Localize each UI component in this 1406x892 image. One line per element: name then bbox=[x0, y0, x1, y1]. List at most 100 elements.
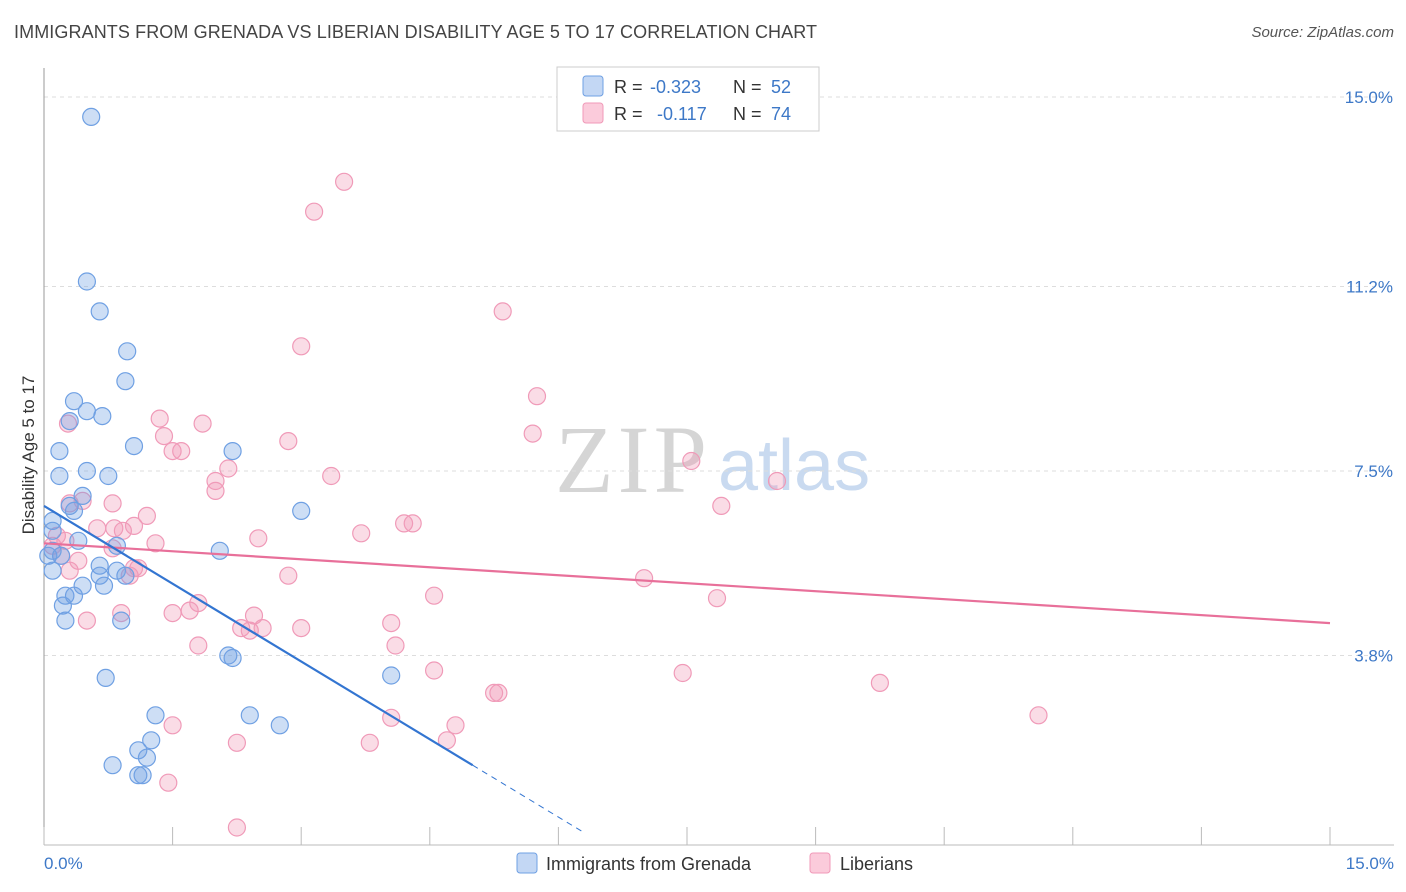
liberians-point-59 bbox=[425, 661, 444, 680]
grenada-point-10 bbox=[223, 442, 242, 461]
liberians-points bbox=[43, 172, 1048, 837]
grenada-point-3 bbox=[118, 342, 137, 361]
liberians-point-24 bbox=[403, 514, 422, 533]
legend-swatch-grenada bbox=[582, 75, 604, 97]
y-axis-label: Disability Age 5 to 17 bbox=[19, 376, 38, 535]
liberians-point-30 bbox=[352, 524, 371, 543]
grenada-point-26 bbox=[39, 546, 58, 565]
grenada-point-42 bbox=[96, 668, 115, 688]
liberians-point-6 bbox=[193, 414, 212, 433]
liberians-point-21 bbox=[712, 496, 731, 515]
liberians-point-66 bbox=[163, 716, 182, 735]
grenada-point-36 bbox=[53, 596, 73, 615]
liberians-point-67 bbox=[446, 716, 465, 735]
bottom-legend-swatch-grenada bbox=[516, 852, 538, 874]
liberians-point-70 bbox=[360, 733, 379, 752]
liberians-point-45 bbox=[707, 589, 727, 608]
liberians-point-34 bbox=[146, 534, 165, 553]
liberians-point-5 bbox=[150, 409, 169, 428]
grenada-point-0 bbox=[82, 107, 101, 127]
x-tick-label-max: 15.0% bbox=[1346, 854, 1394, 873]
liberians-point-52 bbox=[382, 613, 401, 633]
y-tick-label-3: 15.0% bbox=[1345, 88, 1393, 107]
liberians-point-8 bbox=[154, 427, 174, 446]
grenada-point-38 bbox=[112, 611, 131, 630]
series-legend: Immigrants from Grenada Liberians bbox=[516, 852, 913, 874]
grenada-trend-extension bbox=[472, 764, 585, 834]
legend-r-value-1: -0.323 bbox=[650, 77, 701, 97]
liberians-point-2 bbox=[493, 302, 512, 321]
liberians-point-60 bbox=[673, 663, 692, 683]
legend-n-label-1: N = bbox=[733, 77, 762, 97]
grenada-point-31 bbox=[116, 566, 135, 585]
legend-r-label-2: R = bbox=[614, 104, 643, 124]
grenada-point-25 bbox=[51, 546, 71, 565]
liberians-point-63 bbox=[489, 683, 508, 703]
liberians-point-72 bbox=[227, 818, 246, 837]
grenada-point-50 bbox=[129, 766, 148, 785]
legend-r-label-1: R = bbox=[614, 77, 643, 97]
x-tick-marks bbox=[43, 827, 1331, 845]
liberians-point-47 bbox=[112, 603, 131, 623]
grenada-point-18 bbox=[292, 501, 311, 520]
liberians-point-40 bbox=[60, 561, 79, 580]
liberians-point-42 bbox=[279, 566, 298, 585]
source-label: Source: ZipAtlas.com bbox=[1251, 24, 1394, 41]
grenada-point-51 bbox=[133, 766, 152, 785]
liberians-point-58 bbox=[386, 636, 405, 655]
grenada-point-4 bbox=[116, 372, 135, 391]
liberians-point-48 bbox=[163, 603, 182, 623]
liberians-point-22 bbox=[137, 506, 156, 526]
bottom-legend-label-liberians: Liberians bbox=[840, 854, 913, 874]
legend-n-label-2: N = bbox=[733, 104, 762, 124]
grenada-point-32 bbox=[94, 576, 114, 595]
liberians-point-28 bbox=[124, 516, 144, 536]
y-tick-label-2: 11.2% bbox=[1346, 277, 1393, 296]
liberians-point-50 bbox=[244, 606, 264, 625]
grenada-points bbox=[39, 107, 401, 785]
legend-r-value-2: -0.117 bbox=[657, 104, 707, 124]
grenada-point-12 bbox=[77, 461, 97, 481]
grenada-point-15 bbox=[73, 486, 92, 505]
grenada-point-48 bbox=[137, 748, 156, 767]
grenada-point-49 bbox=[103, 756, 122, 775]
liberians-point-12 bbox=[682, 451, 701, 471]
trend-lines bbox=[43, 504, 1331, 834]
liberians-point-20 bbox=[103, 494, 122, 513]
liberians-point-4 bbox=[527, 387, 547, 406]
grenada-point-14 bbox=[99, 466, 118, 486]
grenada-point-13 bbox=[50, 466, 69, 486]
grenada-point-11 bbox=[50, 442, 69, 461]
liberians-point-57 bbox=[189, 636, 208, 655]
grenada-trend-line bbox=[43, 504, 474, 767]
liberians-point-11 bbox=[172, 442, 191, 461]
liberians-point-0 bbox=[335, 172, 354, 191]
grenada-point-43 bbox=[146, 706, 165, 725]
liberians-point-16 bbox=[206, 471, 225, 491]
grenada-point-23 bbox=[210, 541, 229, 560]
grenada-point-30 bbox=[90, 566, 109, 585]
grenada-point-41 bbox=[382, 666, 401, 685]
liberians-point-3 bbox=[292, 337, 311, 356]
chart-title: IMMIGRANTS FROM GRENADA VS LIBERIAN DISA… bbox=[14, 22, 818, 42]
x-tick-label-min: 0.0% bbox=[44, 854, 83, 873]
grenada-point-8 bbox=[60, 412, 79, 431]
liberians-point-17 bbox=[767, 471, 787, 491]
liberians-point-62 bbox=[485, 683, 504, 703]
liberians-point-1 bbox=[305, 202, 324, 221]
grenada-point-29 bbox=[43, 561, 62, 580]
watermark-atlas: atlas bbox=[718, 426, 870, 506]
liberians-point-69 bbox=[227, 733, 246, 752]
grenada-point-46 bbox=[142, 731, 161, 750]
grenada-point-28 bbox=[107, 561, 127, 580]
liberians-point-55 bbox=[292, 618, 311, 638]
grenada-point-45 bbox=[270, 716, 289, 735]
grenada-point-9 bbox=[124, 437, 144, 456]
watermark: ZIP atlas bbox=[555, 406, 870, 513]
y-tick-label-0: 3.8% bbox=[1354, 647, 1393, 666]
grenada-point-37 bbox=[56, 611, 75, 630]
grenada-point-40 bbox=[223, 648, 242, 668]
correlation-legend: R = -0.323 N = 52 R = -0.117 N = 74 bbox=[556, 66, 820, 132]
grenada-point-20 bbox=[43, 521, 62, 540]
